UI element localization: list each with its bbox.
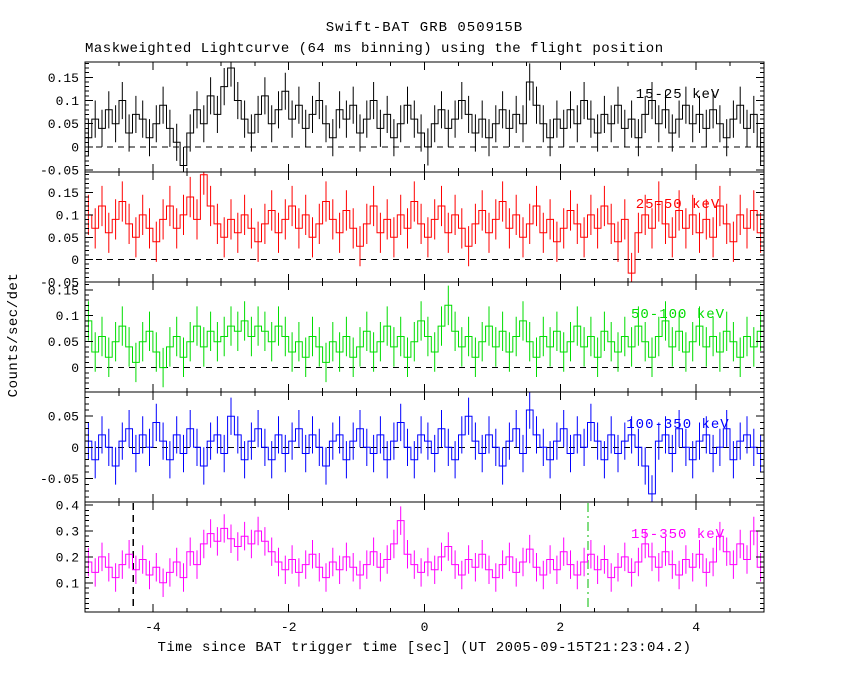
panel-50-100-kev: 0 0.05 0.1 0.15 50-100 keV — [48, 281, 765, 393]
panel-25-50-kev: -0.05 0 0.05 0.1 0.15 25-50 keV — [40, 171, 765, 291]
x-tick-label: 2 — [556, 620, 564, 635]
data-curve — [85, 174, 764, 274]
x-tick-label: 4 — [692, 620, 700, 635]
data-curve — [85, 67, 764, 166]
y-tick-label: 0.4 — [56, 499, 80, 514]
panel-15-350-kev: 0.1 0.2 0.3 0.4 15-350 keV — [56, 499, 765, 613]
y-tick-label: 0.15 — [48, 186, 79, 201]
data-curve — [85, 304, 764, 369]
data-curve — [85, 409, 764, 495]
y-tick-label: 0 — [71, 441, 79, 456]
y-tick-label: 0 — [71, 253, 79, 268]
y-tick-label: 0.1 — [56, 208, 80, 223]
y-tick-label: 0.05 — [48, 335, 79, 350]
data-series — [85, 172, 764, 282]
y-tick-label: 0.15 — [48, 71, 79, 86]
band-label: 25-50 keV — [636, 197, 721, 213]
y-tick-label: 0.05 — [48, 117, 79, 132]
band-label: 50-100 keV — [631, 307, 725, 323]
y-tick-label: -0.05 — [40, 276, 79, 291]
y-tick-label: 0 — [71, 361, 79, 376]
band-label: 100-350 keV — [626, 417, 729, 433]
x-tick-label: 0 — [421, 620, 429, 635]
chart-subtitle: Maskweighted Lightcurve (64 ms binning) … — [85, 41, 664, 57]
y-tick-label: 0.2 — [56, 550, 79, 565]
y-tick-label: 0.05 — [48, 410, 79, 425]
chart-title: Swift-BAT GRB 050915B — [325, 20, 524, 36]
band-label: 15-25 keV — [636, 87, 721, 103]
y-tick-label: 0.3 — [56, 524, 79, 539]
y-tick-label: 0.05 — [48, 231, 79, 246]
x-axis-label: Time since BAT trigger time [sec] (UT 20… — [157, 640, 692, 656]
band-label: 15-350 keV — [631, 527, 725, 543]
data-curve — [85, 520, 764, 584]
y-tick-label: -0.05 — [40, 472, 79, 487]
data-series — [85, 285, 764, 388]
y-axis-label: Counts/sec/det — [6, 272, 22, 398]
x-tick-label: -2 — [281, 620, 297, 635]
panel-15-25-kev: -0.05 0 0.05 0.1 0.15 15-25 keV — [40, 61, 765, 179]
y-tick-label: 0.1 — [56, 94, 80, 109]
panel-100-350-kev: -0.05 0 0.05 100-350 keV — [40, 391, 765, 503]
y-tick-label: 0.1 — [56, 576, 80, 591]
data-series — [85, 506, 764, 597]
y-tick-label: 0.15 — [48, 283, 79, 298]
y-tick-label: 0 — [71, 140, 79, 155]
y-tick-label: 0.1 — [56, 309, 80, 324]
x-tick-label: -4 — [145, 620, 161, 635]
y-tick-label: -0.05 — [40, 164, 79, 179]
